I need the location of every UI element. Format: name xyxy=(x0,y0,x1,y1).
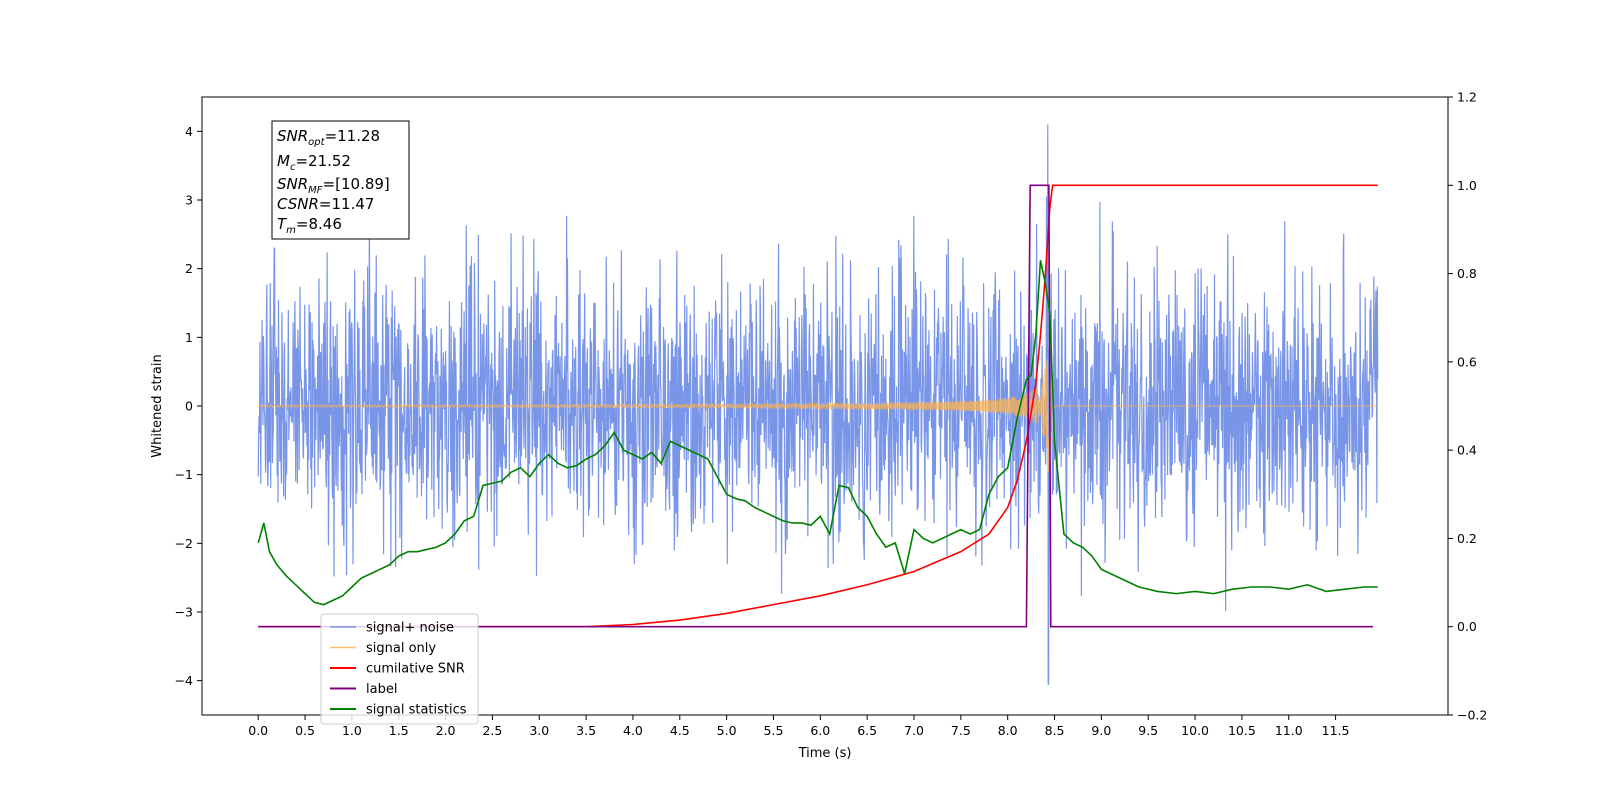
x-tick-label: 5.0 xyxy=(717,723,737,738)
x-tick-label: 6.0 xyxy=(810,723,830,738)
y-axis-right: 1.2 1.0 0.8 0.6 0.4 0.2 0.0 −0.2 xyxy=(1448,90,1487,723)
legend-entry-label: signal+ noise xyxy=(366,621,454,636)
x-tick-label: 10.5 xyxy=(1228,723,1256,738)
x-tick-label: 3.5 xyxy=(576,723,596,738)
x-tick-label: 8.5 xyxy=(1045,723,1065,738)
x-tick-label: 0.0 xyxy=(248,723,268,738)
y-tick-label: −4 xyxy=(175,673,193,688)
x-tick-label: 7.5 xyxy=(951,723,971,738)
y2-tick-label: 0.0 xyxy=(1457,619,1477,634)
x-tick-label: 1.0 xyxy=(342,723,362,738)
x-tick-label: 8.0 xyxy=(998,723,1018,738)
y-tick-label: −2 xyxy=(175,536,193,551)
y2-tick-label: 0.8 xyxy=(1457,266,1477,281)
annotation-box: SNRopt=11.28 Mc=21.52 SNRMF=[10.89] CSNR… xyxy=(271,120,410,240)
y2-tick-label: 1.2 xyxy=(1457,90,1477,105)
annotation-merger-time: Tm=8.46 xyxy=(277,215,342,236)
x-tick-label: 9.0 xyxy=(1091,723,1111,738)
y2-tick-label: 0.2 xyxy=(1457,531,1477,546)
x-tick-label: 6.5 xyxy=(857,723,877,738)
x-tick-label: 4.0 xyxy=(623,723,643,738)
legend-entry-label: signal only xyxy=(366,641,436,656)
x-axis: 0.0 0.5 1.0 1.5 2.0 2.5 3.0 3.5 4.0 4.5 5.0 5.5 6.0 6… xyxy=(248,715,1350,738)
series-label-line xyxy=(258,184,1374,628)
y-axis-label: Whitened strain xyxy=(150,354,165,457)
y2-tick-label: 0.6 xyxy=(1457,354,1477,369)
legend-entry-label: label xyxy=(366,682,397,697)
x-axis-label: Time (s) xyxy=(798,746,852,761)
annotation-chirp-mass: Mc=21.52 xyxy=(277,152,351,173)
y-tick-label: 4 xyxy=(185,124,193,139)
y-tick-label: 1 xyxy=(185,330,193,345)
y2-tick-label: 1.0 xyxy=(1457,178,1477,193)
x-tick-label: 1.5 xyxy=(389,723,409,738)
annotation-csnr: CSNR=11.47 xyxy=(277,195,374,213)
y-axis-left: 4 3 2 1 0 −1 −2 −3 −4 xyxy=(175,124,202,688)
series-signal-statistics-line xyxy=(257,260,1378,606)
y-tick-label: −3 xyxy=(175,605,193,620)
x-tick-label: 11.0 xyxy=(1275,723,1303,738)
x-tick-label: 11.5 xyxy=(1322,723,1350,738)
legend-frame xyxy=(320,613,479,725)
legend-entry-label: signal statistics xyxy=(366,703,467,718)
x-tick-label: 9.5 xyxy=(1138,723,1158,738)
y2-tick-label: 0.4 xyxy=(1457,443,1477,458)
x-tick-label: 2.5 xyxy=(482,723,502,738)
y2-tick-label: −0.2 xyxy=(1457,708,1487,723)
annotation-snr-mf: SNRMF=[10.89] xyxy=(277,175,390,196)
legend-entry-label: cumilative SNR xyxy=(366,662,465,677)
series-cumulative-snr-line xyxy=(258,184,1378,628)
x-tick-label: 7.0 xyxy=(904,723,924,738)
x-tick-label: 10.0 xyxy=(1181,723,1209,738)
y-tick-label: 2 xyxy=(185,261,193,276)
annotation-frame xyxy=(271,120,410,240)
y-tick-label: 3 xyxy=(185,193,193,208)
x-tick-label: 2.0 xyxy=(436,723,456,738)
x-tick-label: 5.5 xyxy=(764,723,784,738)
x-tick-label: 4.5 xyxy=(670,723,690,738)
data-layer xyxy=(257,124,1379,685)
legend: signal+ noise signal only cumilative SNR la… xyxy=(320,613,479,725)
series-signal-only-line xyxy=(257,358,1378,473)
y-tick-label: 0 xyxy=(185,399,193,414)
x-tick-label: 0.5 xyxy=(295,723,315,738)
x-tick-label: 3.0 xyxy=(529,723,549,738)
annotation-snr-opt: SNRopt=11.28 xyxy=(277,127,380,148)
y-tick-label: −1 xyxy=(175,467,193,482)
